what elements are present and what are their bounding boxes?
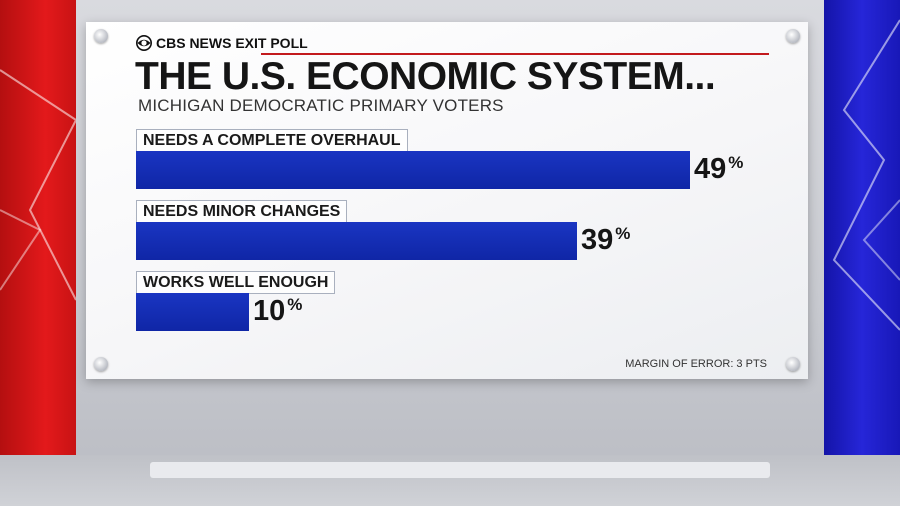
cbs-eye-icon xyxy=(136,35,152,51)
bolt-icon xyxy=(94,29,108,43)
value-label: 10% xyxy=(253,295,302,328)
chart-subtitle: MICHIGAN DEMOCRATIC PRIMARY VOTERS xyxy=(138,96,504,115)
value-unit: % xyxy=(728,153,744,172)
value-unit: % xyxy=(287,295,303,314)
red-side-panel xyxy=(0,0,76,455)
chart-title: THE U.S. ECONOMIC SYSTEM... xyxy=(135,55,716,98)
category-label: WORKS WELL ENOUGH xyxy=(136,271,336,294)
star-outline-decoration xyxy=(0,69,76,301)
value-unit: % xyxy=(615,224,631,243)
bar xyxy=(136,293,249,331)
value-number: 10 xyxy=(253,295,286,327)
exit-poll-board: CBS NEWS EXIT POLL THE U.S. ECONOMIC SYS… xyxy=(86,22,808,379)
value-label: 39% xyxy=(581,224,630,257)
category-label: NEEDS MINOR CHANGES xyxy=(136,200,348,223)
margin-of-error: MARGIN OF ERROR: 3 PTS xyxy=(625,358,767,370)
brand-header: CBS NEWS EXIT POLL xyxy=(136,35,308,51)
bolt-icon xyxy=(786,29,800,43)
value-number: 39 xyxy=(581,224,614,256)
category-label: NEEDS A COMPLETE OVERHAUL xyxy=(136,129,408,152)
blue-side-panel xyxy=(824,0,900,455)
brand-label: CBS NEWS EXIT POLL xyxy=(156,35,308,51)
bar xyxy=(136,222,577,260)
bolt-icon xyxy=(94,357,108,371)
value-number: 49 xyxy=(694,153,727,185)
header-rule xyxy=(261,53,769,55)
star-outline-decoration xyxy=(832,19,900,331)
bar xyxy=(136,151,690,189)
bolt-icon xyxy=(786,357,800,371)
value-label: 49% xyxy=(694,153,743,186)
floor-light-strip xyxy=(150,462,770,478)
